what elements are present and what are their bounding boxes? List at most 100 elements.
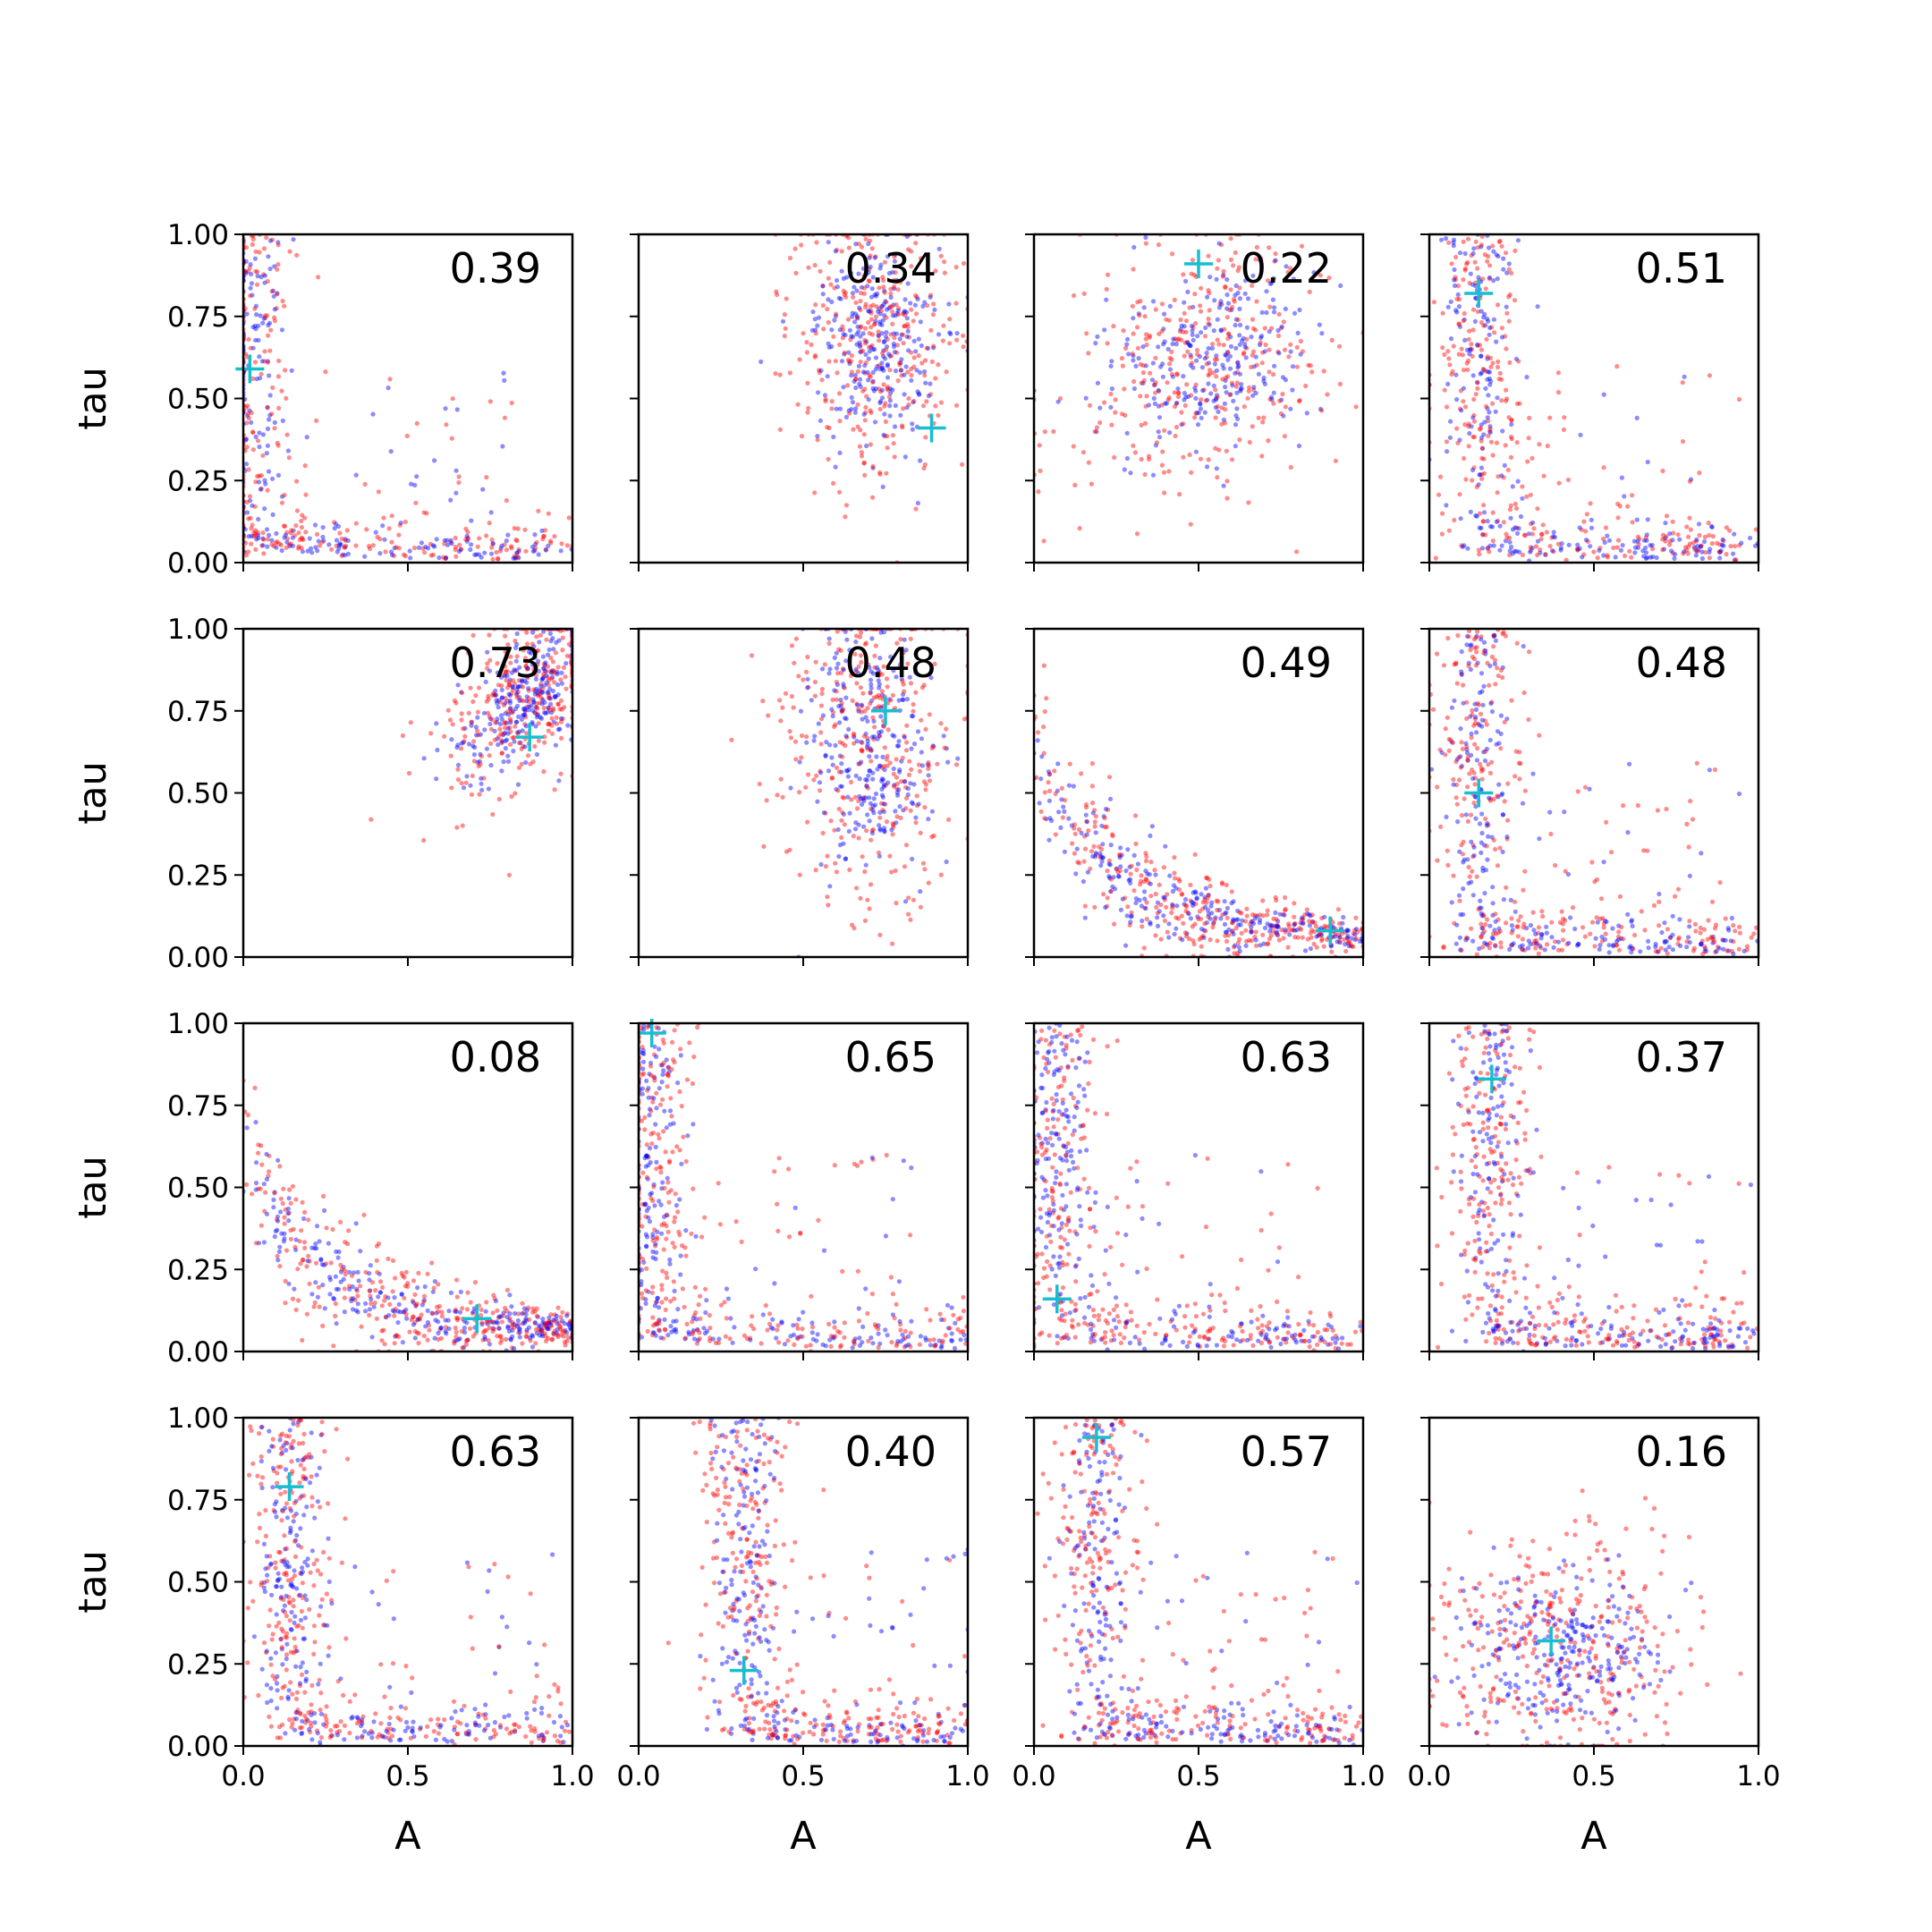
red-point: [476, 763, 481, 769]
blue-point: [501, 759, 506, 765]
blue-point: [1462, 337, 1468, 343]
red-point: [1304, 907, 1309, 912]
red-point: [1138, 882, 1143, 887]
red-point: [1479, 455, 1485, 461]
red-point: [1472, 782, 1478, 787]
blue-point: [844, 275, 850, 280]
red-point: [490, 1328, 496, 1335]
red-point: [1521, 925, 1526, 930]
red-point: [1504, 535, 1510, 540]
red-point: [1555, 947, 1562, 953]
red-point: [404, 433, 410, 438]
blue-point: [1526, 945, 1531, 951]
red-point: [1543, 552, 1548, 557]
blue-point: [946, 301, 952, 307]
red-point: [843, 743, 848, 749]
red-point: [913, 820, 919, 826]
red-point: [299, 518, 304, 524]
blue-point: [1485, 415, 1490, 420]
blue-point: [1508, 897, 1513, 903]
blue-point: [1445, 449, 1450, 454]
red-point: [881, 764, 887, 769]
blue-point: [876, 678, 881, 683]
blue-point: [881, 784, 886, 790]
blue-point: [334, 538, 340, 543]
red-point: [1545, 942, 1550, 947]
red-point: [1115, 869, 1121, 875]
red-point: [1486, 762, 1491, 767]
blue-point: [1732, 531, 1737, 537]
blue-point: [503, 738, 508, 744]
red-point: [1594, 915, 1599, 920]
blue-point: [849, 334, 854, 339]
red-point: [1131, 378, 1137, 385]
blue-point: [863, 776, 869, 783]
red-point: [1508, 434, 1514, 440]
blue-point: [1037, 801, 1042, 806]
red-point: [511, 734, 517, 741]
red-point: [1318, 273, 1323, 278]
blue-point: [1237, 306, 1242, 311]
blue-point: [1257, 920, 1262, 926]
blue-point: [1465, 857, 1470, 862]
red-point: [890, 832, 895, 837]
blue-point: [564, 661, 569, 666]
red-point: [1588, 501, 1593, 506]
blue-point: [1122, 467, 1127, 472]
blue-point: [1055, 399, 1061, 404]
blue-point: [1189, 323, 1195, 328]
red-point: [942, 259, 947, 265]
red-point: [869, 308, 874, 314]
blue-point: [1156, 387, 1161, 393]
blue-point: [279, 494, 285, 499]
blue-point: [464, 538, 470, 544]
blue-point: [1451, 782, 1456, 787]
blue-point: [1470, 938, 1476, 944]
blue-point: [1239, 386, 1244, 391]
red-point: [861, 795, 867, 801]
red-point: [484, 533, 489, 538]
blue-point: [538, 716, 545, 722]
blue-point: [869, 748, 874, 753]
blue-point: [338, 542, 343, 547]
blue-point: [1695, 544, 1700, 549]
blue-point: [419, 540, 424, 546]
red-point: [861, 291, 867, 296]
red-point: [1241, 352, 1246, 357]
red-point: [334, 543, 339, 548]
blue-point: [1242, 344, 1248, 350]
red-point: [1699, 938, 1705, 944]
red-point: [1182, 402, 1188, 408]
red-point: [513, 537, 519, 543]
red-point: [859, 709, 864, 715]
red-point: [1687, 515, 1692, 521]
red-point: [834, 869, 840, 875]
blue-point: [536, 552, 541, 557]
red-point: [1475, 629, 1480, 634]
red-point: [505, 669, 511, 674]
red-point: [1465, 754, 1470, 760]
blue-point: [1663, 521, 1668, 526]
red-point: [250, 430, 256, 436]
red-point: [909, 264, 914, 269]
blue-point: [1153, 872, 1158, 877]
blue-point: [545, 690, 550, 695]
blue-point: [1204, 920, 1209, 926]
red-point: [1488, 439, 1494, 445]
blue-point: [838, 703, 843, 708]
blue-point: [1451, 243, 1456, 249]
blue-point: [474, 733, 479, 738]
blue-point: [1494, 741, 1499, 747]
blue-point: [1161, 913, 1166, 919]
blue-point: [1224, 390, 1229, 395]
red-point: [1458, 765, 1463, 770]
blue-point: [1275, 924, 1281, 929]
red-point: [871, 322, 877, 327]
blue-point: [509, 670, 515, 675]
red-point: [512, 554, 517, 559]
blue-point: [891, 302, 896, 308]
red-point: [1160, 449, 1165, 454]
blue-point: [260, 432, 266, 437]
red-point: [859, 244, 865, 250]
red-point: [459, 781, 464, 786]
